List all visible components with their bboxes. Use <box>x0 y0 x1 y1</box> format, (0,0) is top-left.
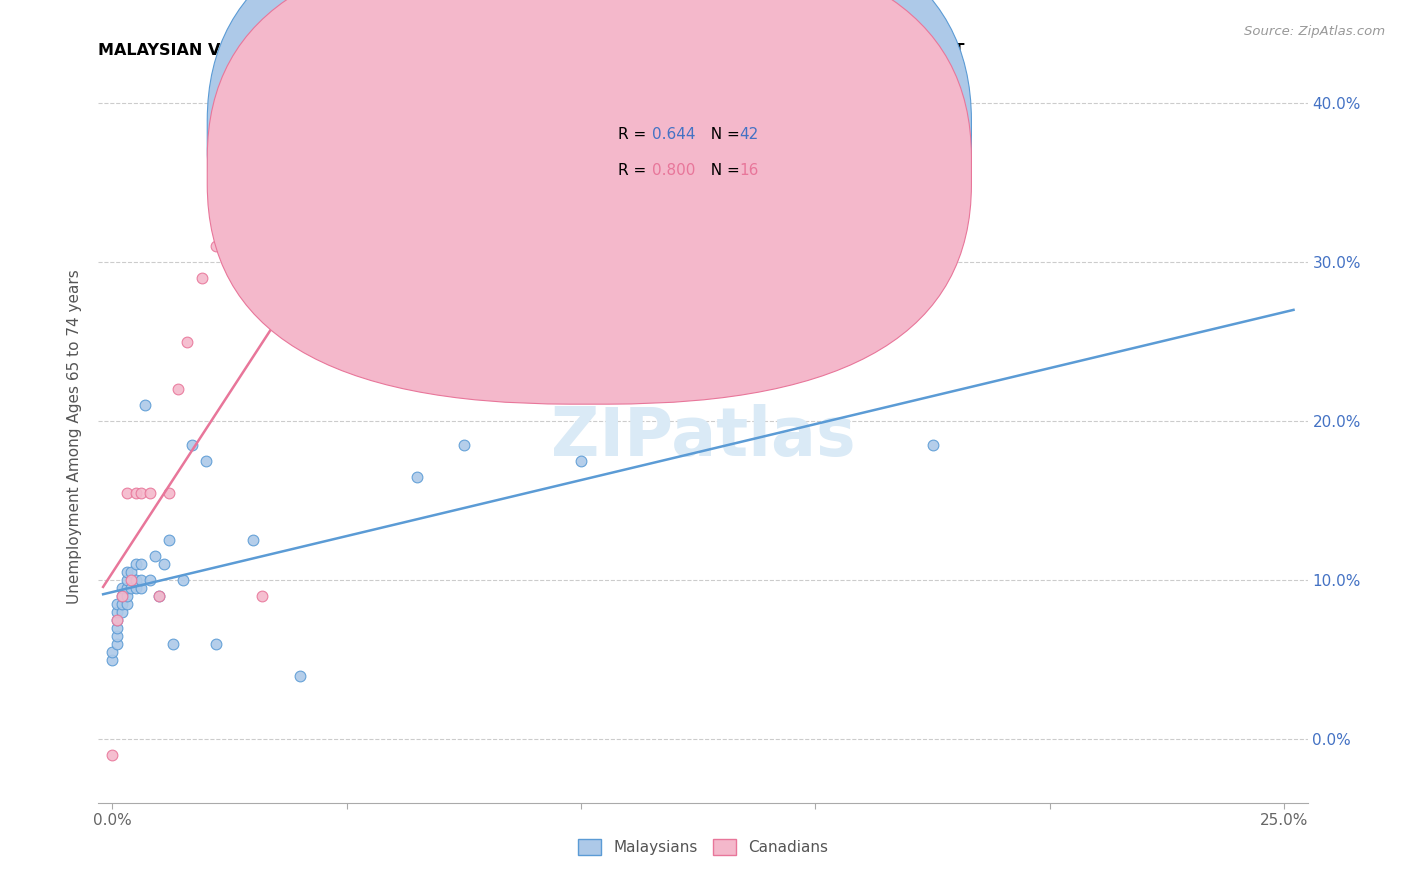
Point <box>921 438 943 452</box>
Text: Source: ZipAtlas.com: Source: ZipAtlas.com <box>1244 25 1385 38</box>
Y-axis label: Unemployment Among Ages 65 to 74 years: Unemployment Among Ages 65 to 74 years <box>67 269 83 605</box>
Point <box>111 589 134 603</box>
Point <box>204 239 226 253</box>
Text: R =: R = <box>619 127 651 142</box>
FancyBboxPatch shape <box>207 0 972 368</box>
Point <box>115 573 138 587</box>
Point <box>134 398 156 412</box>
Point <box>125 558 148 572</box>
Point <box>382 152 405 166</box>
Point <box>176 334 198 349</box>
Text: 16: 16 <box>740 163 759 178</box>
Point <box>105 629 128 643</box>
Point <box>115 485 138 500</box>
Point <box>129 581 152 595</box>
Point <box>115 597 138 611</box>
Point <box>111 589 134 603</box>
Point <box>148 589 170 603</box>
Text: ZIPatlas: ZIPatlas <box>551 404 855 470</box>
Point <box>115 581 138 595</box>
Point <box>101 748 124 763</box>
Text: 0.644: 0.644 <box>652 127 696 142</box>
Point <box>105 597 128 611</box>
Point <box>105 605 128 619</box>
Point <box>120 566 142 580</box>
Point <box>167 383 190 397</box>
Point <box>190 271 212 285</box>
Point <box>139 573 162 587</box>
Point <box>111 597 134 611</box>
Point <box>143 549 166 564</box>
Point <box>181 438 204 452</box>
Point <box>157 533 180 548</box>
Point <box>252 589 274 603</box>
FancyBboxPatch shape <box>207 0 972 404</box>
Point <box>569 454 592 468</box>
Text: 42: 42 <box>740 127 758 142</box>
Point <box>115 566 138 580</box>
Text: N =: N = <box>700 127 744 142</box>
Point <box>105 621 128 635</box>
Point <box>105 637 128 651</box>
Point <box>139 485 162 500</box>
Point <box>120 573 142 587</box>
Point <box>125 581 148 595</box>
Text: R =: R = <box>619 163 651 178</box>
Point <box>105 613 128 627</box>
Point <box>162 637 184 651</box>
Point <box>153 558 176 572</box>
Legend: Malaysians, Canadians: Malaysians, Canadians <box>572 833 834 861</box>
Point <box>406 470 429 484</box>
Point <box>115 589 138 603</box>
Point <box>105 613 128 627</box>
Point <box>111 581 134 595</box>
Point <box>101 645 124 659</box>
FancyBboxPatch shape <box>551 104 806 200</box>
Point <box>172 573 194 587</box>
Point <box>125 573 148 587</box>
Point <box>204 637 226 651</box>
Point <box>453 438 475 452</box>
Point <box>111 605 134 619</box>
Text: N =: N = <box>700 163 744 178</box>
Point <box>148 589 170 603</box>
Text: 0.800: 0.800 <box>652 163 696 178</box>
Point <box>101 653 124 667</box>
Point <box>120 581 142 595</box>
Point <box>125 485 148 500</box>
Point <box>129 485 152 500</box>
Point <box>157 485 180 500</box>
Text: MALAYSIAN VS CANADIAN UNEMPLOYMENT AMONG AGES 65 TO 74 YEARS CORRELATION CHART: MALAYSIAN VS CANADIAN UNEMPLOYMENT AMONG… <box>98 43 965 58</box>
Point <box>129 558 152 572</box>
Point <box>129 573 152 587</box>
Point <box>242 533 264 548</box>
Point <box>288 668 311 682</box>
Point <box>195 454 218 468</box>
